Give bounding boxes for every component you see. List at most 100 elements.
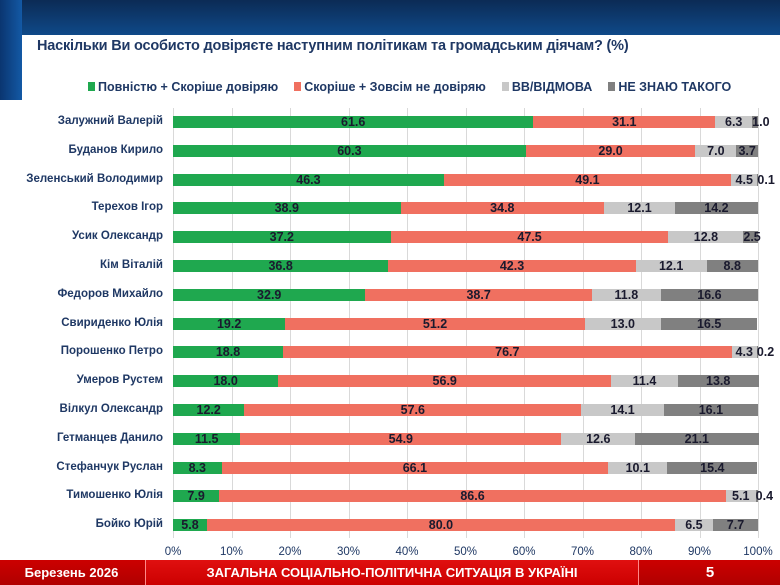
bar-segment: 56.9: [278, 375, 612, 387]
bar-segment: 6.5: [674, 519, 713, 531]
plot-area: 61.631.16.31.060.329.07.03.746.349.14.50…: [173, 108, 775, 538]
bar-segment: 11.8: [591, 289, 661, 301]
page-number: 5: [705, 564, 715, 581]
category-label: Порошенко Петро: [60, 345, 163, 358]
bar-segment: 37.2: [173, 231, 391, 243]
bar-segment: 11.4: [611, 375, 678, 387]
category-label: Умеров Рустем: [76, 374, 163, 387]
bar-segment: 34.8: [400, 202, 605, 215]
category-label: Буданов Кирило: [68, 143, 163, 156]
bar-segment: 8.3: [173, 461, 222, 474]
bar-segment: 86.6: [219, 490, 726, 503]
bar-segment: 6.3: [715, 116, 753, 128]
bar-segment: 19.2: [173, 317, 286, 330]
bar-segment: 80.0: [206, 519, 675, 531]
bar-segment: 15.4: [667, 461, 758, 474]
bar-segment: 5.8: [173, 519, 207, 531]
bar-segment: 8.8: [706, 260, 758, 272]
bar-segment: 46.3: [173, 173, 444, 186]
x-tick-label: 70%: [570, 546, 595, 558]
legend-label: ВВ/ВІДМОВА: [511, 80, 593, 94]
bar-segment: 11.5: [173, 433, 241, 445]
x-tick-label: 30%: [336, 546, 361, 558]
legend-label: Повністю + Скоріше довіряю: [98, 80, 279, 94]
bar-segment: 4.5: [731, 173, 758, 186]
category-label: Бойко Юрій: [95, 518, 163, 531]
category-label: Кім Віталій: [99, 259, 163, 271]
x-tick-label: 100%: [743, 546, 773, 558]
category-label: Вілкул Олександр: [59, 403, 163, 415]
gridline: [758, 108, 759, 538]
header-band: [0, 0, 780, 36]
x-tick-label: 0%: [164, 546, 182, 558]
footer: Березень 2026 ЗАГАЛЬНА СОЦІАЛЬНО-ПОЛІТИЧ…: [0, 560, 780, 585]
bar-segment: 47.5: [390, 231, 669, 243]
x-tick-label: 50%: [453, 546, 478, 558]
category-label: Залужний Валерій: [57, 115, 163, 127]
bar-segment: 49.1: [443, 173, 732, 186]
bar-segment: 61.6: [173, 116, 534, 128]
category-label: Усик Олександр: [72, 230, 163, 243]
bar-segment: 0.4: [755, 490, 773, 503]
x-tick-label: 20%: [278, 546, 302, 558]
bar-segment: 31.1: [533, 116, 716, 128]
bar-segment: 54.9: [240, 433, 562, 445]
bar-segment: 36.8: [173, 260, 389, 272]
bar-segment: 12.2: [173, 404, 245, 416]
bar-segment: 14.1: [581, 404, 664, 416]
category-label: Свириденко Юлія: [61, 316, 163, 329]
category-label: Терехов Ігор: [91, 201, 163, 214]
bar-segment: 13.0: [584, 317, 661, 330]
bar-segment: 42.3: [388, 260, 636, 272]
bar-segment: 12.1: [604, 202, 675, 215]
legend-swatch: [294, 82, 302, 91]
bar-segment: 12.8: [668, 231, 744, 243]
bar-segment: 16.6: [660, 289, 758, 301]
bar-segment: 7.7: [712, 519, 758, 531]
bar-segment: 3.7: [736, 145, 758, 157]
category-label: Гетманцев Данило: [56, 431, 163, 444]
x-tick-label: 10%: [219, 546, 244, 558]
bar-segment: 7.0: [695, 145, 737, 157]
left-band: [0, 0, 22, 100]
bar-segment: 10.1: [608, 461, 668, 474]
x-tick-label: 40%: [395, 546, 419, 558]
bar-segment: 4.3: [731, 346, 757, 359]
x-tick-label: 60%: [512, 546, 536, 558]
footer-section: ЗАГАЛЬНА СОЦІАЛЬНО-ПОЛІТИЧНА СИТУАЦІЯ В …: [145, 560, 639, 585]
bar-segment: 16.5: [660, 317, 758, 330]
bar-segment: 12.6: [561, 433, 636, 445]
bar-segment: 66.1: [221, 461, 609, 474]
bar-segment: 38.9: [173, 202, 401, 215]
category-label: Тимошенко Юлія: [66, 489, 163, 502]
bar-segment: 60.3: [173, 145, 526, 157]
bar-segment: 18.0: [173, 375, 279, 387]
legend-item: Скоріше + Зовсім не довіряю: [294, 80, 486, 94]
category-label: Стефанчук Руслан: [56, 460, 163, 473]
legend-label: НЕ ЗНАЮ ТАКОГО: [618, 80, 732, 94]
bar-segment: 29.0: [525, 145, 696, 157]
legend-swatch: [501, 82, 509, 91]
bar-segment: 21.1: [635, 433, 759, 445]
bar-segment: 16.1: [663, 404, 758, 416]
bar-segment: 76.7: [282, 346, 732, 359]
bar-segment: 0.2: [756, 346, 774, 359]
bar-segment: 2.5: [743, 230, 761, 245]
bar-segment: 18.8: [173, 346, 283, 359]
bar-segment: 57.6: [244, 404, 582, 416]
bar-segment: 32.9: [173, 289, 366, 301]
legend-label: Скоріше + Зовсім не довіряю: [304, 80, 486, 94]
category-label: Федоров Михайло: [57, 287, 163, 300]
footer-date: Березень 2026: [24, 565, 119, 580]
bar-segment: 0.1: [757, 173, 775, 186]
bar-segment: 7.9: [173, 490, 220, 503]
legend: Повністю + Скоріше довіряю Скоріше + Зов…: [88, 80, 731, 94]
bar-segment: 13.8: [677, 375, 759, 387]
x-tick-label: 90%: [687, 546, 712, 558]
chart-title: Наскільки Ви особисто довіряєте наступни…: [37, 38, 629, 54]
legend-item: НЕ ЗНАЮ ТАКОГО: [608, 80, 731, 94]
bar-segment: 5.1: [725, 490, 756, 503]
legend-swatch: [608, 82, 616, 91]
bar-segment: 1.0: [752, 116, 770, 128]
bar-segment: 51.2: [285, 317, 585, 330]
